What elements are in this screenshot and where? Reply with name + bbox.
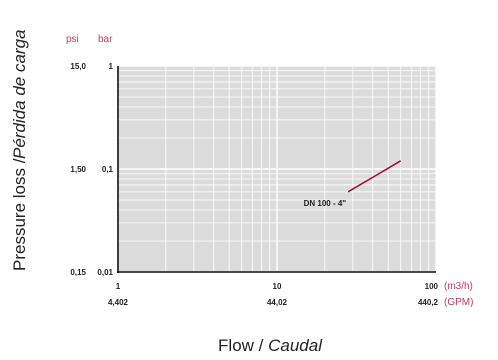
psi-unit-label: psi	[66, 34, 79, 45]
y-tick-label-bar: 0,1	[102, 165, 114, 174]
tick-labels: 15,0 11,50 0,10,15 0,0114,4021044,02100440,…	[70, 62, 473, 308]
series-group: DN 100 - 4"	[304, 160, 402, 208]
y-tick-label-bar: 1	[109, 62, 114, 71]
y-tick-label-psi: 15,0	[70, 62, 86, 71]
x-unit-label-gpm: (GPM)	[444, 297, 473, 308]
y-tick-label-psi: 0,15	[70, 268, 86, 277]
x-axis-title-italic: Caudal	[268, 336, 322, 355]
bar-unit-label: bar	[98, 34, 113, 45]
x-axis-title: Flow / Caudal	[190, 336, 350, 356]
x-unit-label-m3h: (m3/h)	[444, 281, 473, 292]
y-tick-label-bar: 0,01	[97, 268, 113, 277]
x-tick-label-m3h: 1	[116, 282, 121, 291]
x-tick-label-gpm: 440,2	[418, 298, 439, 307]
x-tick-label-m3h: 10	[273, 282, 282, 291]
x-tick-label-gpm: 44,02	[267, 298, 288, 307]
y-tick-label-psi: 1,50	[70, 165, 86, 174]
series-line	[347, 160, 402, 193]
x-tick-label-gpm: 4,402	[108, 298, 129, 307]
series-label: DN 100 - 4"	[304, 199, 347, 208]
x-tick-label-m3h: 100	[425, 282, 439, 291]
axes	[117, 66, 436, 273]
x-axis-title-main: Flow /	[218, 336, 269, 355]
